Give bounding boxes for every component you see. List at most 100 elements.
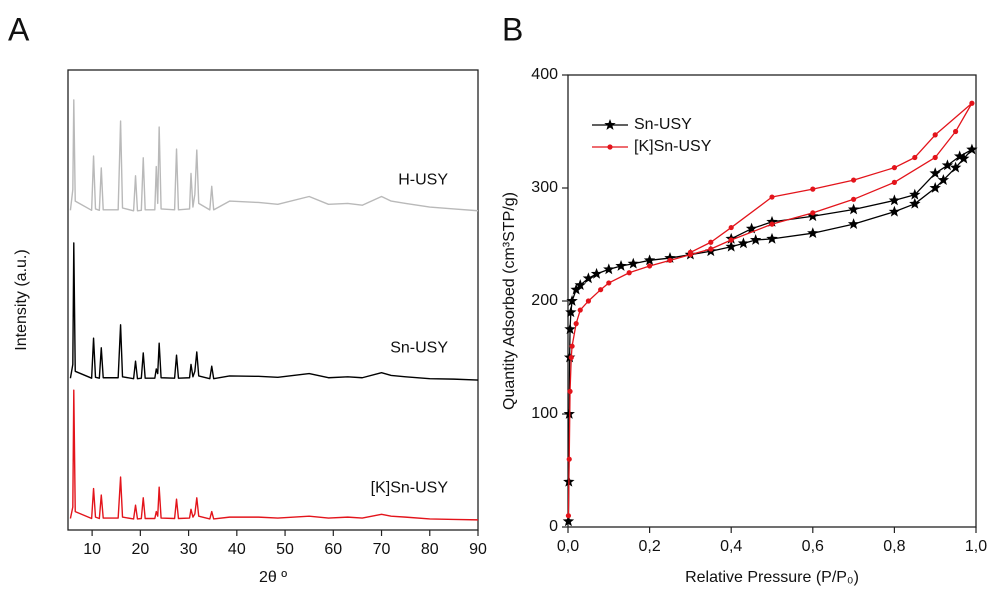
plot-frame (567, 74, 977, 528)
point-star (562, 515, 575, 527)
point-star (807, 227, 819, 239)
point-circle (728, 237, 734, 243)
x-tick-label: 60 (324, 541, 342, 558)
point-circle (626, 270, 632, 276)
x-tick-label: 70 (373, 541, 391, 558)
x-tick-label: 0,6 (802, 538, 824, 555)
legend-label: [K]Sn-USY (634, 138, 712, 155)
y-tick-label: 200 (531, 292, 558, 309)
point-star (749, 233, 762, 245)
point-circle (769, 194, 775, 200)
point-star (966, 143, 978, 155)
point-star (737, 237, 750, 249)
point-star (627, 257, 639, 269)
point-star (929, 182, 941, 193)
x-tick-label: 0,4 (720, 538, 742, 555)
point-star (565, 306, 577, 318)
plot-frame (67, 69, 479, 531)
point-star (766, 232, 778, 244)
point-star (949, 161, 962, 173)
panel-label: A (8, 11, 30, 47)
series-line (69, 389, 479, 521)
x-tick-label: 50 (276, 541, 294, 558)
x-axis-label: Relative Pressure (P/P₀) (685, 569, 859, 586)
point-circle (687, 249, 694, 256)
y-tick-label: 400 (531, 66, 558, 83)
point-circle (851, 196, 857, 202)
point-circle (932, 132, 938, 138)
point-star (941, 159, 954, 171)
panel-label: B (502, 11, 523, 47)
series-label: Sn-USY (390, 339, 448, 356)
point-star (847, 218, 860, 230)
point-star (807, 210, 819, 222)
point-circle (606, 280, 612, 286)
point-circle (708, 246, 714, 252)
y-tick-label: 0 (549, 518, 558, 535)
x-tick-label: 30 (180, 541, 198, 558)
point-star (566, 295, 578, 306)
point-circle (728, 224, 734, 231)
series-label: H-USY (398, 172, 448, 189)
point-star (929, 167, 941, 179)
series-label: [K]Sn-USY (371, 480, 449, 497)
point-star (564, 323, 576, 335)
point-circle (810, 186, 816, 192)
point-circle (566, 456, 572, 462)
x-tick-label: 20 (131, 541, 149, 558)
series-line (567, 148, 973, 522)
x-tick-label: 1,0 (965, 538, 987, 555)
x-tick-label: 10 (83, 541, 101, 558)
x-tick-label: 0,2 (638, 538, 660, 555)
point-circle (577, 307, 583, 313)
point-star (958, 152, 970, 164)
series-line (69, 99, 479, 212)
point-star (888, 205, 901, 217)
x-tick-label: 80 (421, 541, 439, 558)
y-tick-label: 100 (531, 405, 558, 422)
point-star (643, 254, 656, 266)
point-circle (810, 210, 816, 216)
y-axis-label: Intensity (a.u.) (13, 249, 30, 350)
x-axis-label: 2θ º (259, 569, 287, 586)
point-star (582, 272, 595, 284)
point-circle (585, 298, 592, 304)
legend-marker (607, 144, 613, 150)
point-star (664, 252, 676, 263)
point-circle (912, 154, 918, 161)
legend-label: Sn-USY (634, 116, 692, 133)
y-tick-label: 300 (531, 179, 558, 196)
point-circle (891, 165, 898, 171)
point-star (953, 150, 966, 162)
legend-marker (604, 119, 616, 130)
point-circle (573, 321, 579, 327)
point-circle (647, 263, 653, 269)
point-star (909, 197, 921, 209)
point-star (888, 194, 901, 206)
point-circle (565, 513, 572, 519)
point-star (590, 267, 603, 279)
point-star (745, 222, 758, 234)
point-star (574, 279, 586, 291)
point-circle (568, 354, 574, 361)
point-circle (851, 177, 857, 183)
point-circle (969, 100, 975, 106)
point-star (725, 240, 737, 252)
point-circle (932, 154, 938, 161)
series-line (69, 242, 479, 381)
point-star (603, 263, 615, 275)
point-star (909, 188, 921, 200)
x-tick-label: 0,8 (883, 538, 905, 555)
point-circle (598, 287, 604, 293)
point-circle (567, 388, 573, 394)
y-axis-label: Quantity Adsorbed (cm³STP/g) (501, 192, 518, 410)
series-line (567, 102, 973, 516)
point-star (766, 215, 778, 227)
point-circle (569, 343, 575, 349)
x-tick-label: 90 (469, 541, 487, 558)
point-circle (667, 257, 673, 263)
point-star (570, 283, 582, 295)
x-tick-label: 40 (228, 541, 246, 558)
